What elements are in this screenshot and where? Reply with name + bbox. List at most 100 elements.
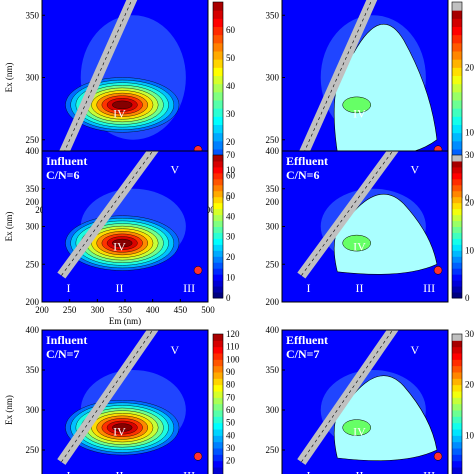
y-tick-label: 250 (266, 445, 280, 455)
colorbar-segment (452, 202, 462, 210)
colorbar-tick-label: 20 (226, 137, 236, 147)
peak-label-IV: IV (113, 240, 126, 254)
colorbar-segment (213, 359, 223, 367)
colorbar-segment (452, 460, 462, 468)
colorbar-segment (452, 292, 462, 299)
colorbar-segment (213, 91, 223, 101)
colorbar-segment (213, 292, 223, 299)
colorbar-tick-label: 20 (465, 198, 474, 208)
colorbar-segment (213, 132, 223, 142)
x-tick-label: 500 (201, 305, 215, 315)
y-axis-label: Ex (nm) (4, 63, 14, 93)
colorbar-tick-label: 30 (226, 232, 236, 242)
scatter-band-edge (61, 0, 133, 159)
colorbar-segment (452, 42, 462, 52)
colorbar-frame (451, 154, 463, 299)
colorbar-segment (452, 155, 462, 162)
colorbar-segment (213, 467, 223, 474)
contour-ring (112, 238, 133, 248)
colorbar-segment (452, 467, 462, 474)
colorbar-segment (452, 372, 462, 379)
colorbar-segment (213, 190, 223, 198)
x-tick-label: 300 (91, 305, 105, 315)
y-tick-label: 350 (266, 184, 280, 194)
colorbar-segment (452, 166, 462, 174)
scatter-band-edge (61, 151, 154, 276)
peak-label-II: II (115, 281, 123, 295)
colorbar-segment (213, 262, 223, 269)
colorbar-segment (213, 422, 223, 430)
colorbar-segment (213, 384, 223, 392)
peak-label-V: V (410, 163, 419, 177)
colorbar-segment (213, 286, 223, 293)
peak-label-I: I (307, 469, 311, 474)
colorbar-tick-label: 70 (226, 392, 236, 402)
colorbar-segment (452, 67, 462, 76)
colorbar-segment (213, 244, 223, 251)
colorbar-tick-label: 30 (226, 109, 236, 119)
peak-iv-region (342, 419, 371, 436)
colorbar-segment (213, 441, 223, 449)
colorbar-segment (452, 83, 462, 93)
colorbar-segment (213, 410, 223, 417)
colorbar-segment (213, 250, 223, 257)
colorbar-segment (452, 18, 462, 27)
colorbar-tick-label: 50 (226, 418, 236, 428)
colorbar-segment (213, 232, 223, 239)
colorbar-segment (213, 100, 223, 109)
colorbar-segment (452, 384, 462, 392)
colorbar-segment (452, 108, 462, 117)
colorbar-segment (213, 172, 223, 180)
colorbar-segment (213, 340, 223, 348)
colorbar-segment (213, 42, 223, 52)
y-tick-label: 250 (26, 259, 40, 269)
peak-label-I: I (67, 281, 71, 295)
colorbar-tick-label: 40 (226, 81, 236, 91)
peak-iv-region (342, 96, 371, 114)
panel-title: Influent (46, 154, 87, 168)
hot-spot (193, 452, 203, 461)
colorbar-segment (213, 149, 223, 158)
hot-spot (193, 266, 203, 275)
colorbar-segment (213, 435, 223, 443)
colorbar-segment (213, 160, 223, 168)
y-tick-label: 250 (26, 135, 40, 145)
colorbar-segment (452, 220, 462, 227)
colorbar-tick-label: 120 (226, 329, 240, 339)
panel-title: C/N=6 (286, 168, 320, 182)
colorbar-segment (452, 51, 462, 60)
peak-label-V: V (170, 343, 179, 357)
y-tick-label: 350 (266, 10, 280, 20)
colorbar-segment (213, 178, 223, 186)
panel-title: C/N=7 (46, 347, 80, 361)
colorbar-tick-label: 10 (465, 245, 474, 255)
colorbar-tick-label: 100 (226, 354, 240, 364)
peak-label-I: I (307, 281, 311, 295)
y-tick-label: 200 (266, 297, 280, 307)
colorbar-segment (452, 244, 462, 251)
colorbar-segment (452, 454, 462, 462)
y-tick-label: 400 (266, 325, 280, 335)
colorbar-segment (213, 34, 223, 44)
peak-label-IV: IV (113, 106, 126, 120)
colorbar-segment (213, 10, 223, 19)
y-tick-label: 350 (26, 184, 40, 194)
x-tick-label: 350 (118, 305, 132, 315)
x-tick-label: 250 (63, 305, 77, 315)
colorbar-segment (213, 346, 223, 354)
colorbar-segment (452, 280, 462, 287)
colorbar-segment (452, 262, 462, 269)
colorbar-segment (452, 359, 462, 367)
colorbar-tick-label: 0 (465, 193, 470, 203)
colorbar-segment (452, 410, 462, 417)
colorbar-segment (452, 116, 462, 125)
colorbar-segment (452, 34, 462, 44)
hot-spot (433, 266, 443, 275)
y-tick-label: 250 (266, 135, 280, 145)
colorbar-segment (213, 108, 223, 117)
colorbar-segment (452, 172, 462, 180)
colorbar-segment (452, 238, 462, 245)
